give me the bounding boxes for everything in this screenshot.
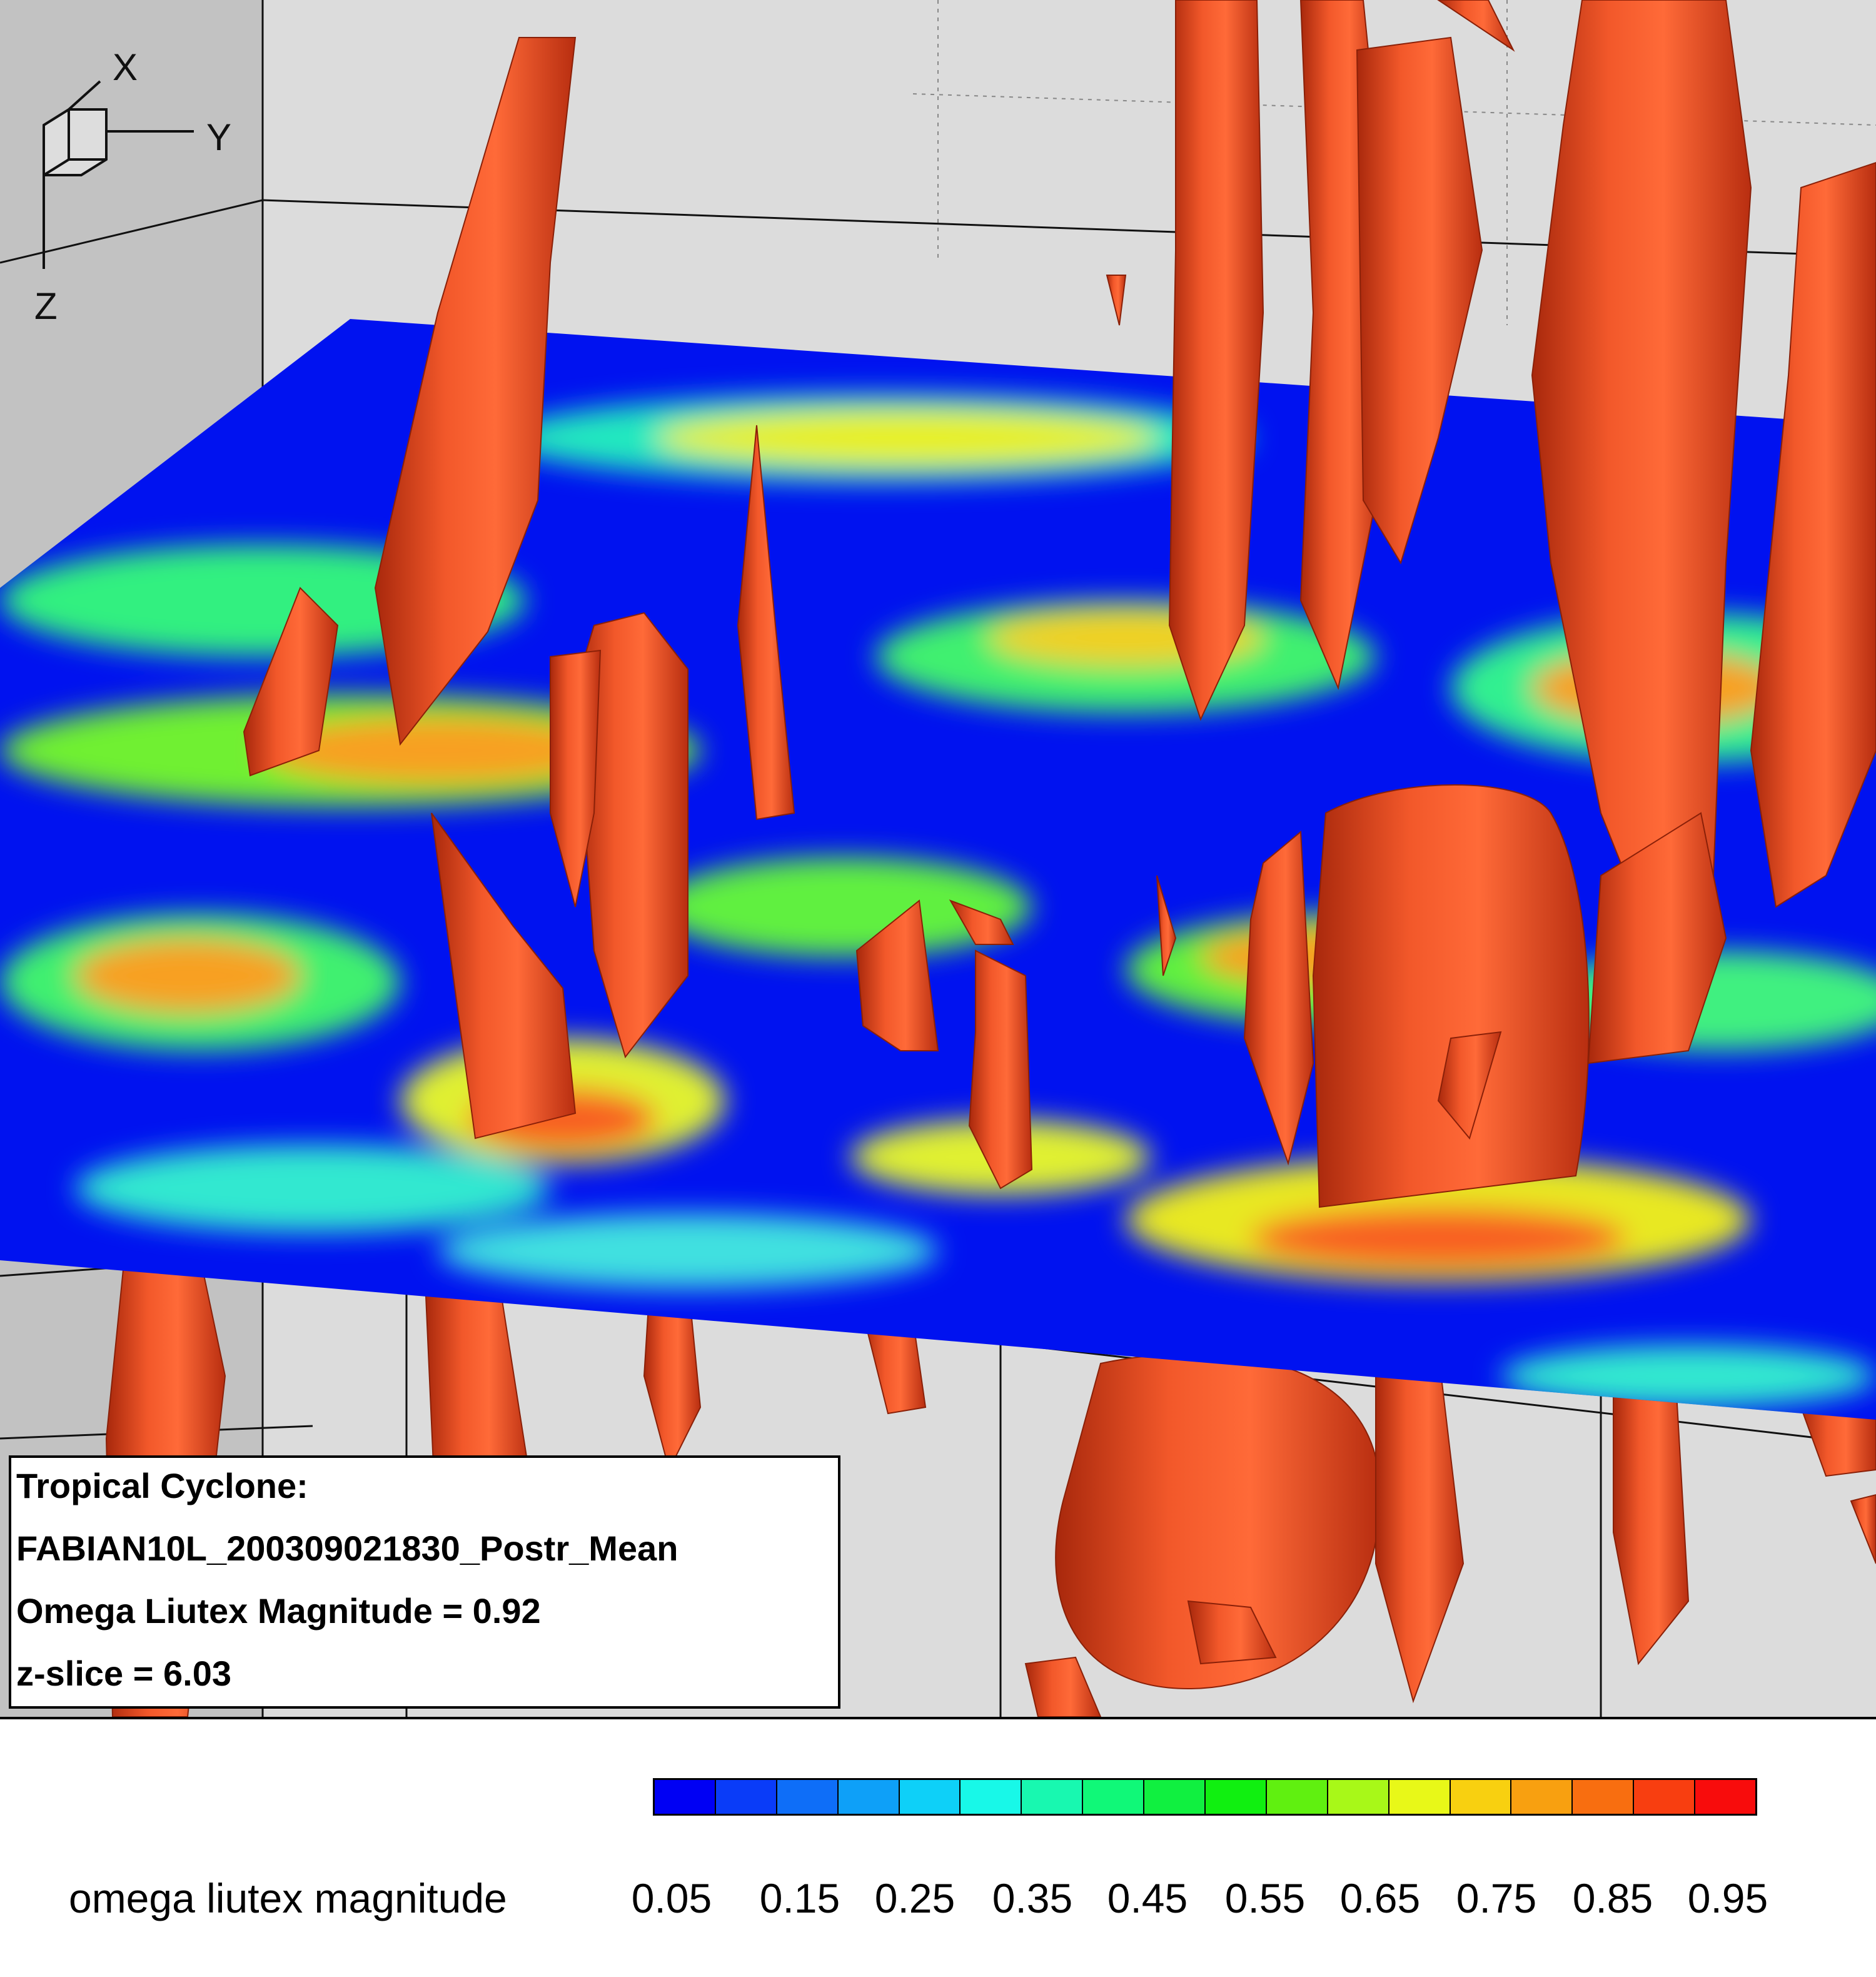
colorbar-swatch — [1328, 1780, 1389, 1814]
legend-tick-label: 0.95 — [1687, 1875, 1768, 1921]
x-axis-label: X — [113, 46, 138, 88]
colorbar-swatch — [1389, 1780, 1451, 1814]
colorbar-swatch — [1695, 1780, 1756, 1814]
colorbar-swatch — [1144, 1780, 1206, 1814]
legend-tick-label: 0.35 — [992, 1875, 1073, 1921]
isosurfaces-above-slice — [243, 0, 1876, 1564]
legend-tick-label: 0.75 — [1456, 1875, 1537, 1921]
z-axis-label: Z — [34, 285, 58, 327]
visualization-scene: X Y Z — [0, 0, 1876, 1717]
info-z-slice: z-slice = 6.03 — [16, 1654, 232, 1693]
legend-tick-label: 0.65 — [1339, 1875, 1421, 1921]
colorbar-swatch — [655, 1780, 716, 1814]
info-case-name: FABIAN10L_200309021830_Postr_Mean — [16, 1529, 678, 1568]
colorbar-swatch — [1266, 1780, 1328, 1814]
colorbar-swatch — [777, 1780, 839, 1814]
info-title: Tropical Cyclone: — [16, 1466, 308, 1505]
legend-title: omega liutex magnitude — [69, 1875, 507, 1921]
legend-tick-label: 0.15 — [759, 1875, 840, 1921]
colorbar-swatch — [838, 1780, 900, 1814]
legend-panel — [0, 1717, 1876, 1977]
legend-tick-label: 0.25 — [874, 1875, 956, 1921]
colorbar-swatch — [715, 1780, 777, 1814]
colorbar — [653, 1778, 1757, 1816]
colorbar-swatch — [1511, 1780, 1573, 1814]
info-box — [9, 1455, 840, 1709]
y-axis-label: Y — [206, 116, 231, 158]
colorbar-swatch — [1634, 1780, 1696, 1814]
colorbar-swatch — [1450, 1780, 1512, 1814]
legend-tick-label: 0.55 — [1224, 1875, 1306, 1921]
colorbar-swatch — [1573, 1780, 1635, 1814]
legend-tick-label: 0.45 — [1107, 1875, 1188, 1921]
legend-tick-label: 0.85 — [1572, 1875, 1653, 1921]
colorbar-swatch — [961, 1780, 1022, 1814]
info-iso-value: Omega Liutex Magnitude = 0.92 — [16, 1591, 541, 1631]
legend-tick-label: 0.05 — [631, 1875, 712, 1921]
colorbar-swatch — [1022, 1780, 1084, 1814]
colorbar-swatch — [1083, 1780, 1145, 1814]
colorbar-swatch — [1206, 1780, 1267, 1814]
axis-triad — [43, 80, 194, 269]
colorbar-swatch — [899, 1780, 961, 1814]
